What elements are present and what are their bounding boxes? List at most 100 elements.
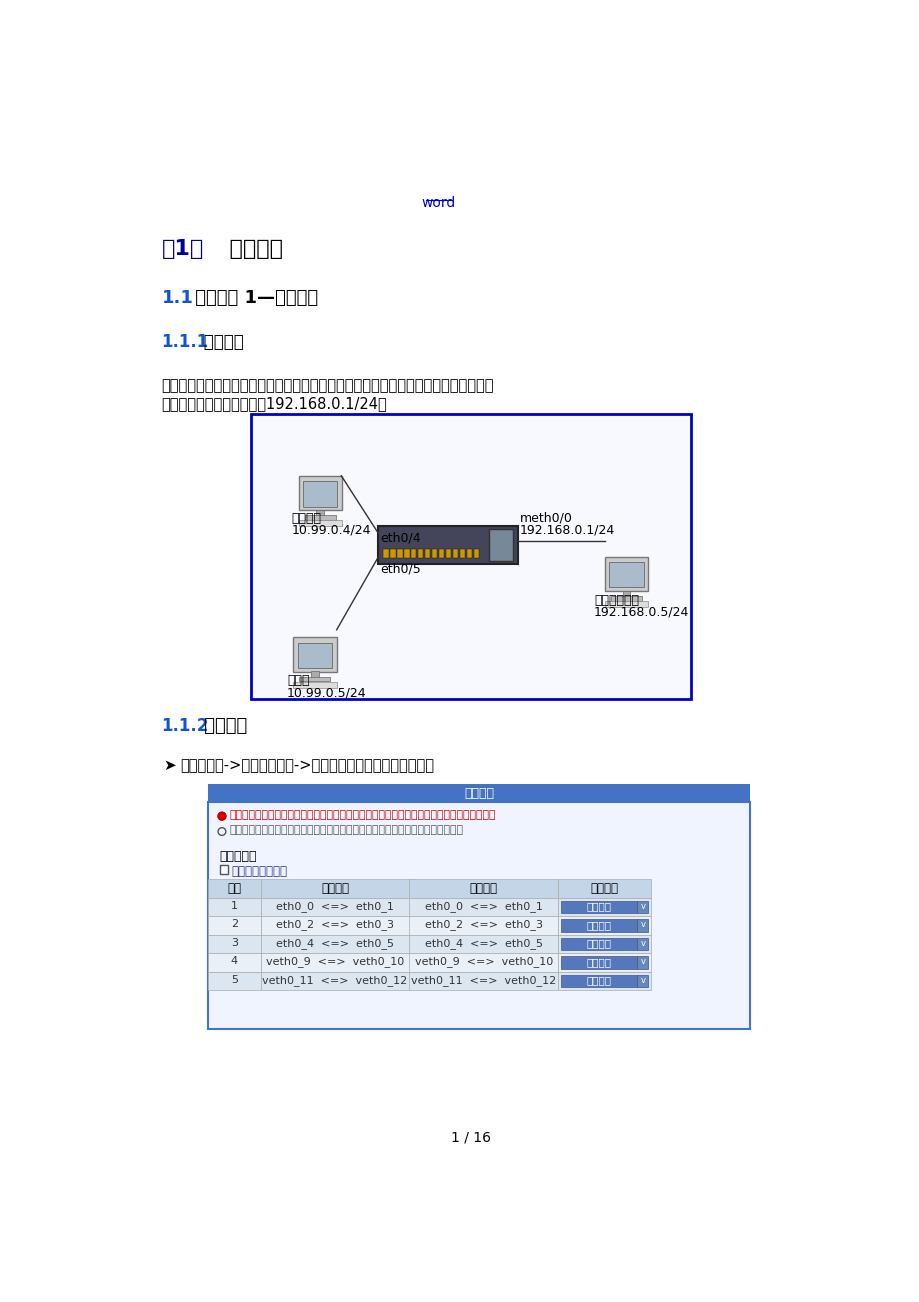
Text: 在线模式: 在线模式 [586,975,611,986]
Bar [610,596,641,600]
Bar [425,549,430,559]
Text: 配置步骤: 配置步骤 [198,717,247,734]
Text: 透明模式：（此模式适用于设备串接在现有网络中使用，不改变网络拓扑，增加安全功能。）: 透明模式：（此模式适用于设备串接在现有网络中使用，不改变网络拓扑，增加安全功能。… [230,810,495,820]
Bar [260,898,409,917]
Text: 第1章: 第1章 [162,240,203,259]
Circle shape [220,814,223,818]
Bar [558,898,651,917]
Bar [466,549,471,559]
Text: 在线模式: 在线模式 [586,901,611,911]
Text: 10.99.0.5/24: 10.99.0.5/24 [287,686,367,699]
Bar [260,935,409,953]
Bar [460,549,465,559]
Bar [637,975,648,987]
Bar [208,784,750,802]
Text: v: v [640,939,644,948]
Bar [208,971,260,990]
Bar [260,879,409,898]
Bar [561,901,637,913]
Bar [561,975,637,987]
Text: 10.99.0.4/24: 10.99.0.4/24 [291,523,370,536]
Text: 在线模式: 在线模式 [586,921,611,930]
Bar [298,643,332,668]
Bar [637,919,648,932]
Text: 3: 3 [231,937,238,948]
Text: 1.1: 1.1 [162,289,193,307]
Bar [417,549,423,559]
Text: 上行方向: 上行方向 [321,883,348,896]
Bar [409,917,558,935]
Text: 在线模式: 在线模式 [586,939,611,949]
Text: 192.168.0.5/24: 192.168.0.5/24 [594,605,688,618]
Text: 能使用带外管理方式（即：192.168.0.1/24）: 能使用带外管理方式（即：192.168.0.1/24） [162,397,387,411]
Text: 说明：此模式适用于设备串接在现有网络中使用，不改变网络拓扑，增加安全功能。只: 说明：此模式适用于设备串接在现有网络中使用，不改变网络拓扑，增加安全功能。只 [162,378,494,393]
Bar [438,549,444,559]
Text: 4: 4 [231,956,238,966]
Bar [561,956,637,969]
Text: 组网模式: 组网模式 [590,883,618,896]
Text: 组网模式: 组网模式 [214,240,283,259]
Text: veth0_11  <=>  veth0_12: veth0_11 <=> veth0_12 [262,975,407,986]
Text: eth0/5: eth0/5 [380,562,420,575]
Text: ➤: ➤ [163,758,176,773]
Bar [432,549,437,559]
Text: 组网模式 1—透明模式: 组网模式 1—透明模式 [189,289,318,307]
Bar [303,482,337,506]
Bar [452,549,458,559]
Bar [409,898,558,917]
Text: 组网模式: 组网模式 [464,786,494,799]
Bar [409,971,558,990]
Text: 启动接口状态同步: 启动接口状态同步 [231,866,287,879]
Bar [208,953,260,971]
Text: v: v [640,975,644,984]
Bar [604,557,648,591]
Bar [220,866,228,874]
Bar [293,682,336,687]
Bar [409,879,558,898]
Bar [316,509,323,516]
Text: veth0_9  <=>  veth0_10: veth0_9 <=> veth0_10 [414,956,552,967]
Bar [299,677,330,681]
Bar [488,529,513,561]
Text: eth0_0  <=>  eth0_1: eth0_0 <=> eth0_1 [276,901,393,911]
Text: eth0_4  <=>  eth0_5: eth0_4 <=> eth0_5 [425,937,542,949]
Text: 透明防旁模式：（此模式在透明模式的基础上，提供了认证功能和带内管理功能）: 透明防旁模式：（此模式在透明模式的基础上，提供了认证功能和带内管理功能） [230,825,463,836]
Bar [208,898,260,917]
Text: v: v [640,921,644,930]
Bar [378,526,517,564]
Bar [446,549,451,559]
Bar [622,591,630,596]
Bar [208,802,750,1029]
Bar [208,917,260,935]
Bar [561,919,637,932]
Text: veth0_9  <=>  veth0_10: veth0_9 <=> veth0_10 [266,956,403,967]
Text: 被攻击者: 被攻击者 [291,512,322,525]
Bar [409,935,558,953]
Text: v: v [640,901,644,910]
Text: eth0_2  <=>  eth0_3: eth0_2 <=> eth0_3 [425,919,542,930]
Bar [311,672,319,677]
Text: word: word [422,197,456,211]
Text: 下行方向: 下行方向 [470,883,497,896]
Text: 在【根本】->【网络管理】->【组网模式】下，选择透明模式: 在【根本】->【网络管理】->【组网模式】下，选择透明模式 [180,758,434,773]
Bar [558,879,651,898]
Text: 序号: 序号 [227,883,241,896]
Text: 接口交换表: 接口交换表 [220,850,256,863]
Bar [304,516,335,519]
Bar [473,549,479,559]
Bar [637,937,648,950]
Bar [561,937,637,950]
Bar [260,971,409,990]
Bar [558,971,651,990]
Text: 1 / 16: 1 / 16 [451,1130,491,1144]
Bar [409,953,558,971]
Bar [260,953,409,971]
Bar [637,901,648,913]
Text: eth0_2  <=>  eth0_3: eth0_2 <=> eth0_3 [276,919,393,930]
Text: 2: 2 [231,919,238,930]
Text: v: v [640,957,644,966]
Bar [608,562,643,587]
Bar [397,549,403,559]
Circle shape [218,812,225,820]
Text: 在线模式: 在线模式 [586,957,611,967]
